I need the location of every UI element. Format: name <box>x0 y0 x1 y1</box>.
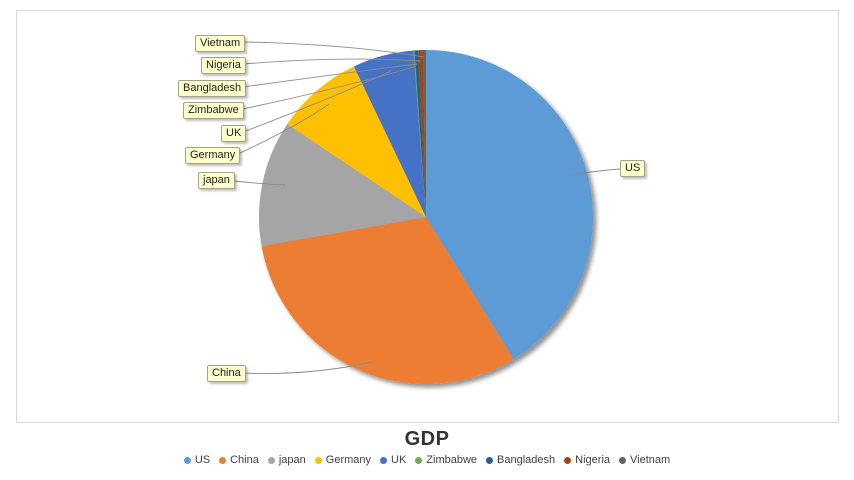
legend-marker-bangladesh-icon <box>486 456 494 464</box>
pie-slices-group <box>259 50 594 385</box>
legend-item-bangladesh[interactable]: Bangladesh <box>486 454 555 466</box>
leader-line-germany <box>237 103 330 155</box>
legend-label-bangladesh: Bangladesh <box>497 454 556 466</box>
pie-slice-bangladesh[interactable] <box>414 50 426 217</box>
leader-line-china <box>238 361 373 374</box>
pie-slice-uk[interactable] <box>353 50 426 217</box>
pie-slice-japan[interactable] <box>259 124 426 247</box>
legend-label-us: US <box>194 454 211 466</box>
callout-label-zimbabwe[interactable]: Zimbabwe <box>183 102 244 119</box>
legend-marker-zimbabwe-icon <box>415 456 423 464</box>
callout-label-us[interactable]: US <box>620 160 646 177</box>
pie-slice-china[interactable] <box>261 217 514 385</box>
legend-item-china[interactable]: China <box>219 454 259 466</box>
pie-slice-zimbabwe[interactable] <box>413 50 426 218</box>
legend-item-uk[interactable]: UK <box>380 454 406 466</box>
pie-slice-germany[interactable] <box>287 66 426 217</box>
leader-lines-group <box>233 41 621 374</box>
legend-item-us[interactable]: US <box>183 454 211 466</box>
leader-line-bangladesh <box>242 63 418 88</box>
legend-label-japan: japan <box>278 454 306 466</box>
legend-marker-japan-icon <box>267 456 275 464</box>
legend-label-uk: UK <box>391 454 407 466</box>
legend-marker-germany-icon <box>314 456 322 464</box>
legend-item-japan[interactable]: japan <box>267 454 306 466</box>
legend-item-germany[interactable]: Germany <box>314 454 372 466</box>
callout-label-china[interactable]: China <box>207 365 246 382</box>
legend-item-vietnam[interactable]: Vietnam <box>619 454 670 466</box>
chart-title: GDP <box>404 428 450 450</box>
legend-label-germany: Germany <box>325 454 372 466</box>
callout-label-japan[interactable]: japan <box>198 172 235 189</box>
legend-item-nigeria[interactable]: Nigeria <box>564 454 610 466</box>
pie-slice-us[interactable] <box>426 50 594 360</box>
legend: US China japan Germany UK Zimbabwe Bangladesh N… <box>0 454 854 466</box>
callout-label-germany[interactable]: Germany <box>185 147 241 164</box>
legend-label-zimbabwe: Zimbabwe <box>426 454 478 466</box>
legend-label-nigeria: Nigeria <box>575 454 611 466</box>
legend-marker-us-icon <box>183 456 191 464</box>
callout-label-uk[interactable]: UK <box>221 125 247 142</box>
legend-marker-uk-icon <box>380 456 388 464</box>
leader-line-japan <box>233 180 286 186</box>
leader-line-us <box>565 168 621 177</box>
legend-label-vietnam: Vietnam <box>630 454 671 466</box>
callout-label-nigeria[interactable]: Nigeria <box>201 57 246 74</box>
legend-marker-china-icon <box>219 456 227 464</box>
pie-slice-vietnam[interactable] <box>422 50 426 217</box>
callout-label-bangladesh[interactable]: Bangladesh <box>178 80 247 97</box>
legend-marker-nigeria-icon <box>564 456 572 464</box>
leader-line-vietnam <box>243 41 425 58</box>
legend-marker-vietnam-icon <box>619 456 627 464</box>
pie-slice-nigeria[interactable] <box>418 50 426 217</box>
legend-item-zimbabwe[interactable]: Zimbabwe <box>415 454 477 466</box>
leader-line-nigeria <box>243 58 421 65</box>
legend-label-china: China <box>230 454 259 466</box>
callout-label-vietnam[interactable]: Vietnam <box>195 35 246 52</box>
leader-line-zimbabwe <box>242 66 415 110</box>
